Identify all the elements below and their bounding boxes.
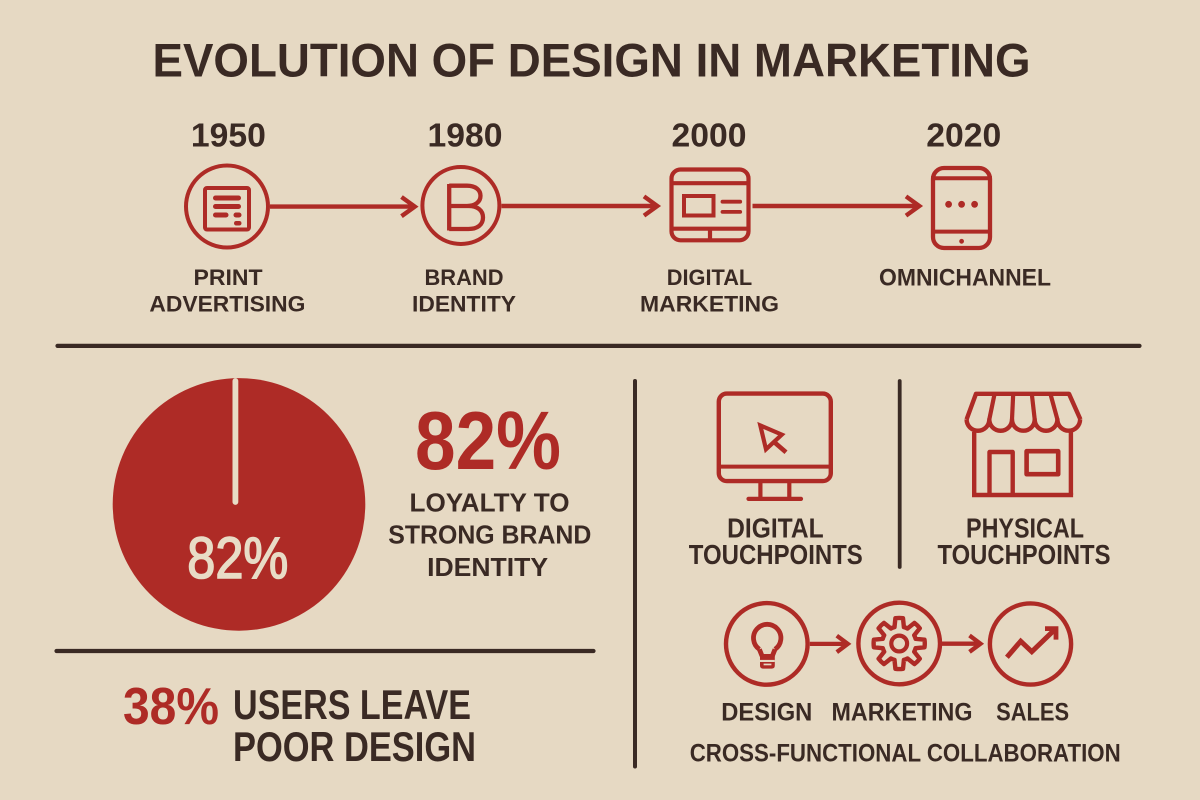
svg-text:1980: 1980 [428,117,503,154]
svg-text:PRINT: PRINT [194,265,263,290]
svg-text:STRONG BRAND: STRONG BRAND [388,522,591,550]
svg-text:USERS LEAVE: USERS LEAVE [233,681,471,728]
svg-text:82%: 82% [415,395,561,487]
svg-text:OMNICHANNEL: OMNICHANNEL [879,265,1051,292]
svg-text:CROSS-FUNCTIONAL COLLABORATION: CROSS-FUNCTIONAL COLLABORATION [690,741,1121,768]
svg-text:EVOLUTION OF DESIGN IN MARKETI: EVOLUTION OF DESIGN IN MARKETING [153,35,1031,88]
svg-text:1950: 1950 [191,117,266,154]
svg-text:IDENTITY: IDENTITY [427,554,548,582]
svg-text:BRAND: BRAND [425,265,504,290]
svg-text:IDENTITY: IDENTITY [412,291,516,316]
svg-text:MARKETING: MARKETING [640,291,779,316]
svg-text:ADVERTISING: ADVERTISING [149,291,305,316]
svg-text:DIGITAL: DIGITAL [727,513,824,544]
svg-text:2000: 2000 [672,117,747,154]
svg-text:TOUCHPOINTS: TOUCHPOINTS [938,539,1111,570]
svg-text:SALES: SALES [996,700,1069,727]
svg-text:82%: 82% [187,526,288,591]
svg-text:2020: 2020 [926,117,1001,154]
svg-text:DESIGN: DESIGN [721,700,812,727]
svg-text:TOUCHPOINTS: TOUCHPOINTS [689,539,863,570]
svg-text:LOYALTY TO: LOYALTY TO [410,489,570,517]
svg-text:PHYSICAL: PHYSICAL [966,513,1084,544]
svg-text:DIGITAL: DIGITAL [667,265,753,290]
svg-text:MARKETING: MARKETING [832,700,973,727]
svg-text:38%: 38% [123,677,219,735]
svg-text:POOR DESIGN: POOR DESIGN [233,723,476,770]
